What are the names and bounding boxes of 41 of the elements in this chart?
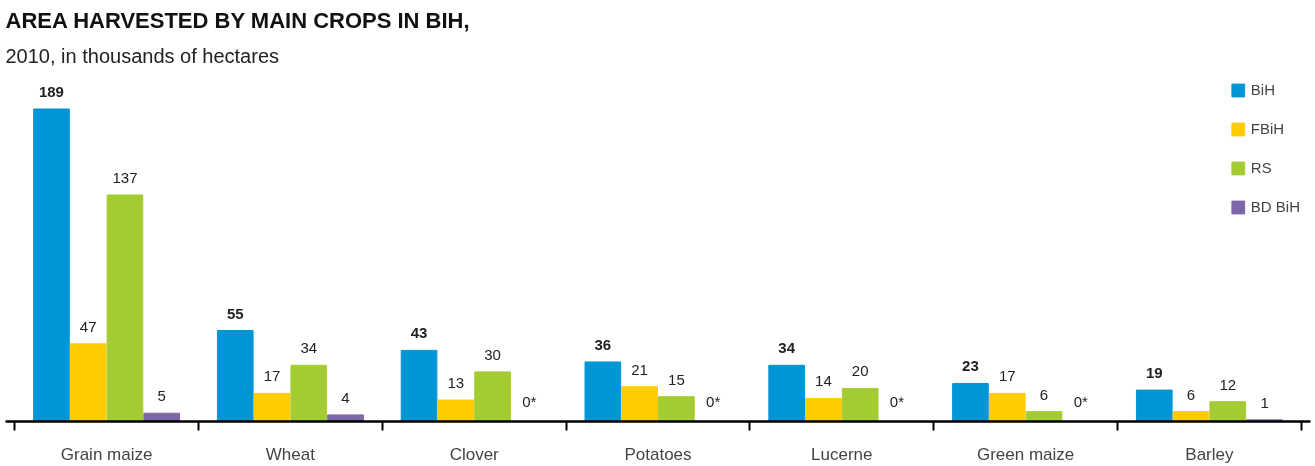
data-label: 34 (778, 339, 796, 357)
data-label: 15 (668, 370, 685, 388)
data-label: 30 (484, 345, 501, 363)
data-label: 0* (706, 392, 721, 410)
data-label: 19 (1145, 364, 1163, 382)
data-label: 137 (112, 168, 138, 186)
data-label: 0* (889, 392, 905, 410)
data-label: 6 (1186, 385, 1196, 403)
data-label: 34 (300, 339, 318, 357)
legend-label: BiH (1250, 81, 1275, 98)
data-label: 189 (38, 83, 64, 100)
x-tick-label: Grain maize (60, 444, 153, 464)
data-label: 14 (815, 372, 832, 390)
data-label: 43 (410, 324, 428, 342)
chart-title: AREA HARVESTED BY MAIN CROPS IN BIH, (5, 7, 470, 33)
data-label: 1 (1260, 393, 1269, 411)
data-label: 6 (1039, 385, 1049, 403)
data-label: 13 (447, 374, 465, 392)
x-tick-label: Barley (1185, 444, 1234, 464)
legend-label: RS (1250, 159, 1272, 176)
data-label: 17 (263, 367, 281, 385)
data-label: 4 (341, 388, 350, 406)
legend-label: FBiH (1250, 120, 1285, 137)
x-tick-label: Wheat (265, 444, 316, 464)
data-label: 5 (157, 387, 166, 405)
data-label: 23 (962, 357, 979, 375)
data-label: 55 (226, 304, 244, 322)
x-tick-label: Green maize (976, 444, 1075, 464)
data-label: 0* (522, 392, 537, 410)
x-tick-label: Potatoes (624, 444, 692, 464)
data-label: 0* (1073, 392, 1088, 410)
data-label: 20 (851, 362, 869, 380)
data-label: 36 (594, 335, 612, 353)
legend-label: BD BiH (1250, 198, 1300, 215)
data-label: 47 (79, 317, 97, 335)
chart-subtitle: 2010, in thousands of hectares (5, 44, 280, 67)
x-tick-label: Clover (449, 444, 500, 464)
data-label: 17 (998, 367, 1016, 385)
x-tick-label: Lucerne (811, 444, 873, 464)
data-label: 21 (631, 360, 648, 378)
data-label: 12 (1219, 375, 1237, 393)
